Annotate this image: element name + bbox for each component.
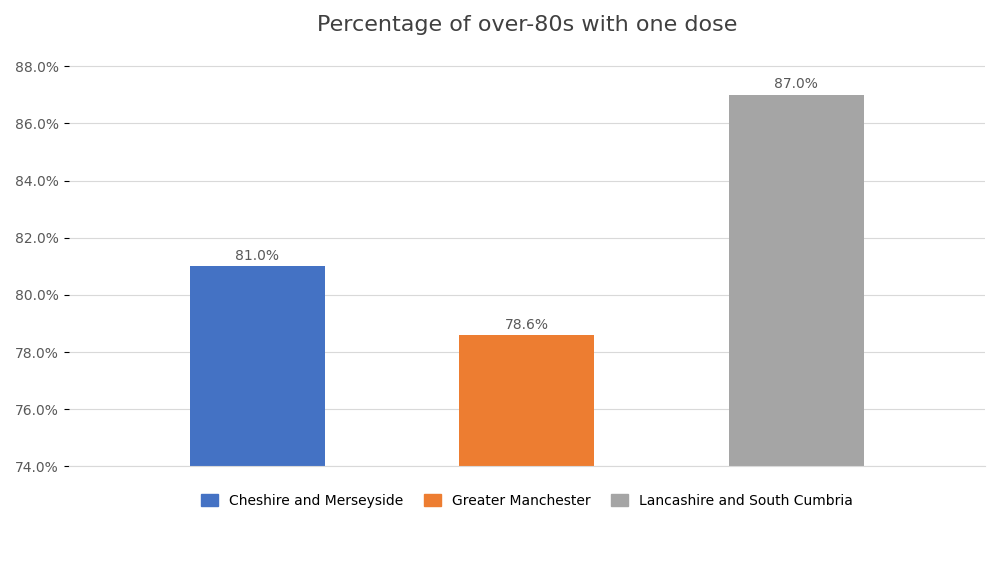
Text: 81.0%: 81.0% [235, 249, 279, 263]
Bar [190, 266, 325, 467]
Legend: Cheshire and Merseyside, Greater Manchester, Lancashire and South Cumbria: Cheshire and Merseyside, Greater Manches… [195, 488, 858, 514]
Text: 78.6%: 78.6% [505, 318, 549, 332]
Bar [459, 335, 594, 467]
Title: Percentage of over-80s with one dose: Percentage of over-80s with one dose [317, 15, 737, 35]
Text: 87.0%: 87.0% [774, 77, 818, 92]
Bar [729, 95, 864, 467]
